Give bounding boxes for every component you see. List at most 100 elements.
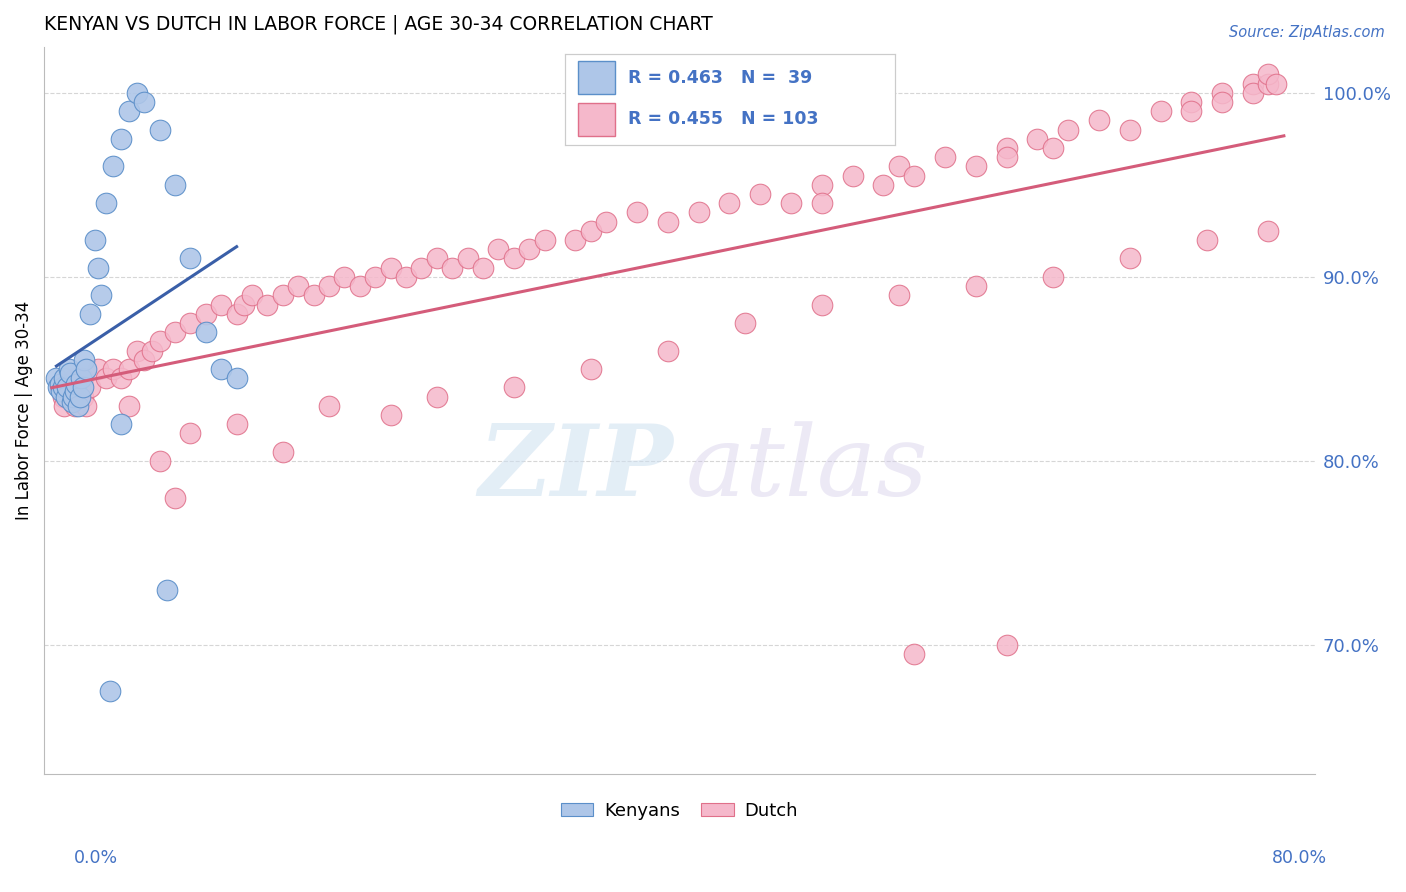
Point <box>995 150 1018 164</box>
Point <box>688 205 710 219</box>
Point <box>302 288 325 302</box>
Point <box>841 169 863 183</box>
Point <box>84 233 107 247</box>
Point <box>349 279 371 293</box>
Point <box>1057 122 1080 136</box>
Point <box>995 141 1018 155</box>
Point <box>472 260 495 275</box>
Point <box>45 371 67 385</box>
Point <box>441 260 464 275</box>
Text: Source: ZipAtlas.com: Source: ZipAtlas.com <box>1229 25 1385 40</box>
Point <box>79 380 101 394</box>
Point <box>94 196 117 211</box>
Point <box>1119 252 1142 266</box>
Point <box>48 376 70 391</box>
Point <box>1042 269 1064 284</box>
Point <box>163 491 186 505</box>
Point <box>110 417 132 432</box>
Point <box>72 390 94 404</box>
Point <box>118 399 141 413</box>
Point <box>125 86 148 100</box>
Point <box>69 390 91 404</box>
Point <box>75 399 97 413</box>
Point <box>811 178 834 192</box>
Point <box>194 307 217 321</box>
Point <box>271 288 294 302</box>
Point <box>72 371 94 385</box>
Point <box>887 160 910 174</box>
Point <box>209 362 232 376</box>
Point <box>1150 104 1173 119</box>
Point <box>426 390 449 404</box>
Point <box>502 252 524 266</box>
Point <box>811 196 834 211</box>
Point <box>179 426 201 441</box>
Point <box>780 196 803 211</box>
Point <box>426 252 449 266</box>
Point <box>1180 104 1202 119</box>
Point <box>256 297 278 311</box>
Point <box>225 417 247 432</box>
Point <box>657 214 679 228</box>
Point <box>734 316 756 330</box>
Point <box>887 288 910 302</box>
Point <box>318 399 340 413</box>
Point <box>626 205 648 219</box>
Point <box>118 362 141 376</box>
Point <box>1257 67 1279 81</box>
Text: ZIP: ZIP <box>478 420 673 516</box>
Point <box>411 260 433 275</box>
Point <box>1026 132 1049 146</box>
Point <box>903 648 925 662</box>
Point <box>103 160 125 174</box>
Point <box>87 260 110 275</box>
Point <box>56 390 79 404</box>
Point <box>965 160 987 174</box>
Point <box>63 399 86 413</box>
Point <box>1257 224 1279 238</box>
Text: KENYAN VS DUTCH IN LABOR FORCE | AGE 30-34 CORRELATION CHART: KENYAN VS DUTCH IN LABOR FORCE | AGE 30-… <box>44 15 713 35</box>
Point <box>579 362 602 376</box>
Point <box>1211 95 1233 109</box>
Point <box>48 380 70 394</box>
Point <box>271 445 294 459</box>
Point <box>69 380 91 394</box>
Point <box>595 214 617 228</box>
Y-axis label: In Labor Force | Age 30-34: In Labor Force | Age 30-34 <box>15 301 32 520</box>
Point <box>995 638 1018 652</box>
Point <box>1265 77 1288 91</box>
Point <box>53 399 76 413</box>
Point <box>457 252 479 266</box>
Point <box>240 288 263 302</box>
Point <box>225 307 247 321</box>
Point <box>1257 77 1279 91</box>
Point <box>46 380 69 394</box>
Point <box>103 362 125 376</box>
Point <box>1119 122 1142 136</box>
Point <box>94 371 117 385</box>
Point <box>60 395 83 409</box>
Point <box>811 297 834 311</box>
Point <box>63 371 86 385</box>
Point <box>156 582 179 597</box>
Point <box>125 343 148 358</box>
Point <box>49 384 72 398</box>
Point <box>579 224 602 238</box>
Point <box>872 178 894 192</box>
Point <box>318 279 340 293</box>
Point <box>149 334 172 349</box>
Point <box>62 390 84 404</box>
Point <box>233 297 256 311</box>
Point <box>52 380 75 394</box>
Point <box>90 288 112 302</box>
Point <box>333 269 356 284</box>
Point <box>118 104 141 119</box>
Point <box>287 279 309 293</box>
Point <box>488 242 510 256</box>
Point <box>110 132 132 146</box>
Point <box>149 122 172 136</box>
Point <box>58 362 80 376</box>
Point <box>179 316 201 330</box>
Point <box>965 279 987 293</box>
Point <box>517 242 540 256</box>
